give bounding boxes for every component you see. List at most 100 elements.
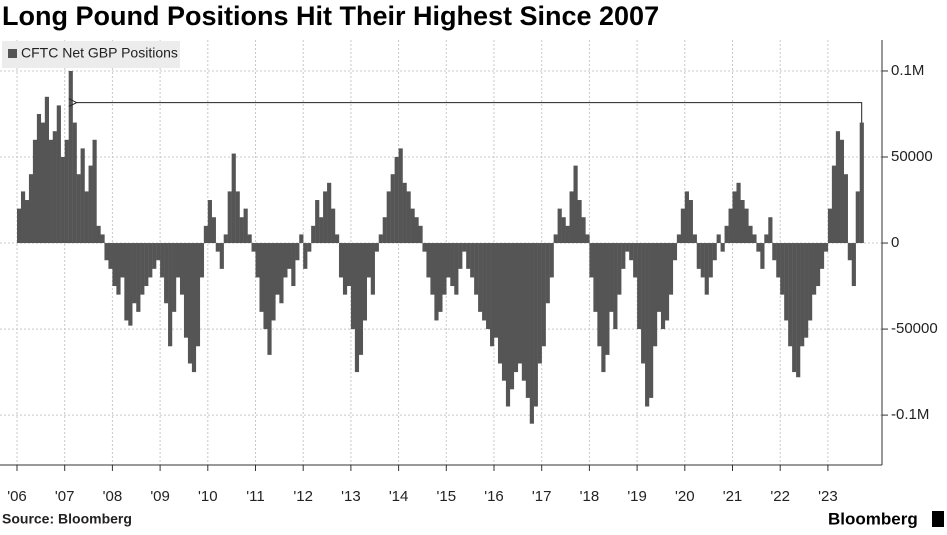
bar bbox=[633, 243, 638, 278]
bar bbox=[374, 243, 379, 252]
bar bbox=[378, 234, 383, 244]
bar bbox=[382, 217, 387, 244]
bar bbox=[406, 191, 411, 244]
bar bbox=[668, 243, 674, 295]
bar bbox=[235, 191, 240, 244]
bar bbox=[490, 243, 495, 347]
bar bbox=[124, 243, 129, 321]
legend-box bbox=[2, 41, 180, 68]
y-tick-label: 50000 bbox=[891, 148, 933, 165]
bar bbox=[72, 122, 77, 244]
bar bbox=[267, 243, 272, 355]
bar bbox=[756, 243, 761, 252]
x-tick-label: '22 bbox=[770, 488, 790, 505]
bar bbox=[275, 243, 280, 295]
bar bbox=[283, 243, 288, 278]
bar bbox=[601, 243, 606, 373]
bar bbox=[672, 243, 678, 261]
bar bbox=[851, 243, 856, 287]
bar bbox=[617, 243, 622, 295]
y-tick-label: -0.1M bbox=[891, 406, 929, 423]
bar bbox=[350, 243, 356, 330]
bar bbox=[541, 243, 546, 347]
bar bbox=[418, 225, 423, 244]
x-tick-label: '12 bbox=[293, 488, 313, 505]
bar bbox=[331, 208, 336, 244]
bar bbox=[370, 243, 375, 295]
bar bbox=[279, 243, 284, 304]
x-tick-label: '23 bbox=[818, 488, 838, 505]
bar bbox=[28, 174, 34, 244]
x-tick-label: '06 bbox=[7, 488, 27, 505]
bar bbox=[136, 243, 141, 312]
bar bbox=[517, 243, 523, 364]
brand-logo bbox=[932, 511, 944, 527]
bar bbox=[466, 243, 471, 269]
bar bbox=[152, 243, 157, 269]
bar bbox=[692, 234, 697, 244]
bar bbox=[839, 139, 844, 244]
bar bbox=[219, 243, 224, 269]
x-tick-label: '17 bbox=[532, 488, 552, 505]
bar bbox=[704, 243, 709, 295]
bar bbox=[589, 243, 594, 278]
bar bbox=[187, 243, 193, 364]
bar bbox=[577, 200, 582, 244]
bar bbox=[128, 243, 133, 326]
bar bbox=[629, 243, 634, 261]
brand: Bloomberg bbox=[828, 509, 918, 528]
bar bbox=[327, 182, 332, 244]
bar bbox=[398, 148, 403, 244]
source: Source: Bloomberg bbox=[2, 511, 132, 527]
bar bbox=[104, 243, 109, 261]
bar bbox=[76, 174, 81, 244]
bar bbox=[740, 200, 745, 244]
bar bbox=[780, 243, 785, 295]
bar bbox=[299, 234, 304, 244]
bar bbox=[760, 243, 765, 269]
bar bbox=[390, 174, 395, 244]
bar bbox=[358, 243, 364, 355]
bar bbox=[557, 208, 562, 244]
bar bbox=[227, 191, 232, 244]
bar bbox=[64, 139, 69, 244]
bar bbox=[859, 122, 864, 244]
bar bbox=[191, 243, 197, 373]
bar bbox=[40, 122, 46, 244]
bar bbox=[688, 200, 693, 244]
bar bbox=[56, 105, 61, 244]
x-tick-label: '15 bbox=[437, 488, 457, 505]
bar bbox=[808, 243, 813, 321]
bar bbox=[744, 208, 749, 244]
x-tick-label: '11 bbox=[246, 488, 264, 505]
bar bbox=[855, 191, 860, 244]
bar bbox=[585, 234, 590, 244]
bar bbox=[708, 243, 713, 278]
x-tick-label: '13 bbox=[341, 488, 361, 505]
bar bbox=[442, 243, 447, 295]
bar bbox=[732, 191, 737, 244]
bar bbox=[529, 243, 534, 424]
bar bbox=[513, 243, 519, 373]
bar bbox=[525, 243, 530, 398]
bar bbox=[44, 96, 49, 244]
bar bbox=[497, 243, 503, 364]
bar bbox=[156, 243, 161, 261]
bar bbox=[800, 243, 805, 347]
bar bbox=[231, 153, 236, 244]
bar bbox=[362, 243, 367, 321]
bar bbox=[847, 243, 852, 261]
bar bbox=[259, 243, 264, 312]
bar bbox=[660, 243, 666, 330]
bar bbox=[207, 200, 212, 244]
bar bbox=[223, 234, 228, 244]
bar bbox=[569, 191, 574, 244]
bar bbox=[609, 243, 614, 312]
bar bbox=[211, 217, 216, 244]
bar bbox=[263, 243, 268, 330]
bar bbox=[84, 191, 89, 244]
bar bbox=[176, 243, 181, 278]
x-tick-label: '21 bbox=[723, 488, 743, 505]
y-tick-label: 0 bbox=[891, 234, 899, 251]
bar bbox=[183, 243, 189, 338]
